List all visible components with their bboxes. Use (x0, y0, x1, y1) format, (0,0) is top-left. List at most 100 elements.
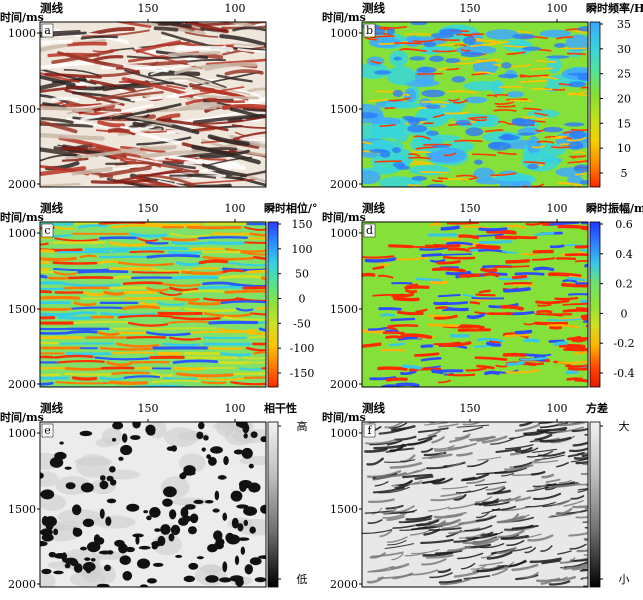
x-tick-label: 100 (547, 402, 568, 415)
panel-letter-box (363, 23, 376, 38)
panel-c: 测线 时间/ms 150 100 1000 1500 2000 c 瞬时相位/° 150 100 50… (0, 200, 320, 400)
panel-letter-box (41, 23, 54, 38)
colorbar-tick-label: 10 (617, 142, 631, 155)
x-axis-label: 测线 (40, 1, 63, 15)
plot-frame (39, 421, 267, 588)
colorbar-tick-label: -50 (293, 317, 311, 330)
x-tick-label: 150 (138, 202, 159, 215)
plot-frame (361, 21, 589, 188)
y-axis-label: 时间/ms (0, 10, 44, 24)
x-tick-label: 150 (460, 2, 481, 15)
y-tick-label: 1000 (330, 427, 358, 440)
y-tick-label: 1000 (330, 27, 358, 40)
y-tick-label: 1500 (8, 503, 36, 516)
colorbar (267, 421, 279, 588)
x-axis-label: 测线 (362, 1, 385, 15)
panel-letter: c (44, 224, 50, 237)
x-tick-label: 150 (460, 202, 481, 215)
seismic-image (40, 22, 266, 187)
colorbar-title: 瞬时相位/° (264, 201, 318, 215)
y-tick-label: 2000 (8, 578, 36, 591)
x-tick-label: 100 (225, 2, 246, 15)
y-axis-label: 时间/ms (322, 10, 366, 24)
panel-letter-box (363, 223, 376, 238)
colorbar-title: 相干性 (264, 401, 297, 415)
colorbar-tick-label: 小 (619, 573, 630, 586)
y-axis-label: 时间/ms (0, 210, 44, 224)
seismic-image (362, 22, 588, 187)
panel-d: 测线 时间/ms 150 100 1000 1500 2000 d 瞬时振幅/m 0.6 0.4 0.… (322, 200, 643, 400)
y-tick-label: 1000 (8, 227, 36, 240)
colorbar-tick-label: 15 (617, 117, 631, 130)
panel-letter: e (44, 424, 51, 437)
seismic-image (362, 422, 588, 587)
colorbar-tick-label: 0.6 (615, 218, 633, 231)
plot-frame (361, 421, 589, 588)
plot-frame (39, 221, 267, 388)
colorbar-tick-label: 50 (295, 268, 309, 281)
x-axis-label: 测线 (40, 401, 63, 415)
y-tick-label: 1500 (8, 303, 36, 316)
panel-a: 测线 时间/ms 150 100 1000 1500 2000 a (0, 0, 320, 200)
colorbar-tick-label: 大 (619, 419, 630, 433)
y-tick-label: 1500 (8, 103, 36, 116)
colorbar-tick-label: 30 (617, 43, 631, 56)
colorbar-tick-label: 5 (621, 167, 628, 180)
panel-e: 测线 时间/ms 150 100 1000 1500 2000 e 相干性高低 (0, 400, 320, 600)
seismic-image (40, 222, 266, 387)
seismic-image (40, 422, 266, 587)
colorbar-tick-label: 0.4 (615, 248, 633, 261)
y-tick-label: 1000 (330, 227, 358, 240)
y-axis-label: 时间/ms (322, 210, 366, 224)
colorbar-tick-label: 0 (621, 307, 628, 320)
colorbar-tick-label: 35 (617, 18, 631, 31)
y-tick-label: 1500 (330, 103, 358, 116)
colorbar-tick-label: 150 (292, 218, 313, 231)
colorbar-title: 瞬时振幅/m (586, 201, 643, 215)
x-tick-label: 150 (460, 402, 481, 415)
colorbar-tick-label: -0.4 (613, 367, 634, 380)
colorbar (267, 221, 279, 388)
colorbar (589, 21, 601, 188)
x-axis-label: 测线 (362, 201, 385, 215)
panel-letter: a (44, 24, 51, 37)
panel-letter-box (41, 223, 54, 238)
panel-letter-box (363, 423, 376, 438)
panel-letter: d (366, 224, 373, 237)
panel-letter: b (366, 24, 373, 37)
x-tick-label: 100 (225, 202, 246, 215)
colorbar-tick-label: 0.2 (615, 278, 633, 291)
x-tick-label: 150 (138, 402, 159, 415)
x-axis-label: 测线 (362, 401, 385, 415)
y-tick-label: 2000 (330, 578, 358, 591)
y-tick-label: 2000 (8, 178, 36, 191)
y-tick-label: 2000 (8, 378, 36, 391)
y-tick-label: 1500 (330, 303, 358, 316)
colorbar-tick-label: 20 (617, 93, 631, 106)
x-tick-label: 100 (547, 2, 568, 15)
plot-frame (361, 221, 589, 388)
colorbar-title: 方差 (586, 401, 608, 415)
y-tick-label: 1000 (8, 427, 36, 440)
colorbar-tick-label: -150 (290, 367, 315, 380)
plot-frame (39, 21, 267, 188)
x-tick-label: 100 (225, 402, 246, 415)
panel-f: 测线 时间/ms 150 100 1000 1500 2000 f 方差大小 (322, 400, 642, 600)
colorbar-tick-label: 25 (617, 68, 631, 81)
x-tick-label: 150 (138, 2, 159, 15)
y-axis-label: 时间/ms (322, 410, 366, 424)
x-axis-label: 测线 (40, 201, 63, 215)
colorbar-title: 瞬时频率/Hz (586, 1, 643, 15)
colorbar (589, 221, 601, 388)
y-tick-label: 2000 (330, 378, 358, 391)
colorbar-tick-label: 高 (297, 419, 308, 433)
y-axis-label: 时间/ms (0, 410, 44, 424)
colorbar-tick-label: 低 (297, 573, 308, 586)
colorbar (589, 421, 601, 588)
